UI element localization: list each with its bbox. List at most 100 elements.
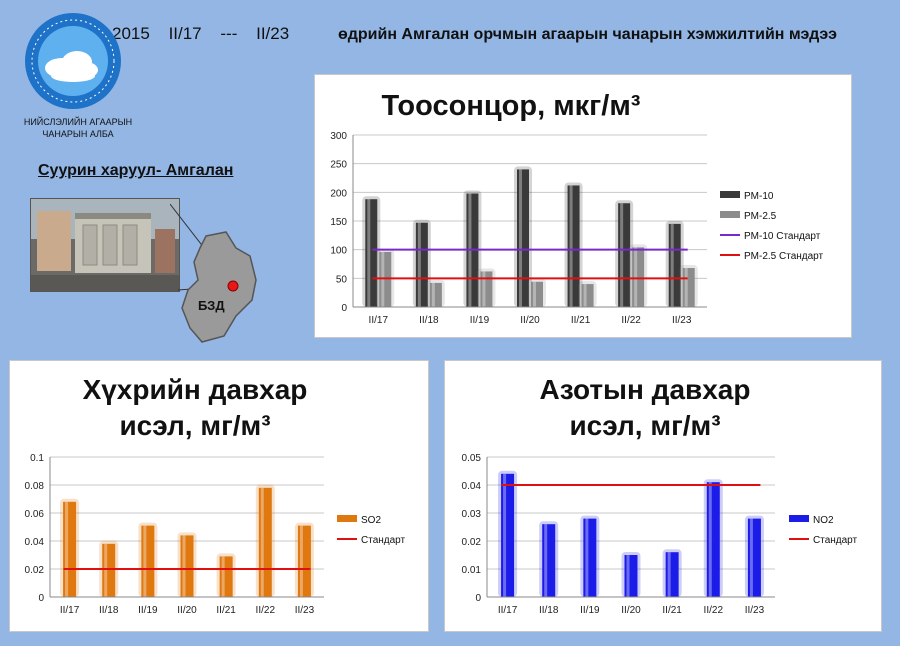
bar-NO2	[706, 482, 720, 597]
no2-chart: Азотын давхар исэл, мг/м³ 0 0.01 0.02 0.03 0.0…	[462, 374, 858, 616]
bar-highlight	[585, 518, 589, 597]
chart-title: Хүхрийн давхар	[83, 374, 308, 405]
x-tick-label: II/22	[621, 315, 641, 326]
org-line-1: НИЙСЛЭЛИЙН АГААРЫН	[23, 117, 133, 127]
y-tick-label: 0.01	[462, 565, 482, 576]
bar-NO2	[624, 555, 638, 597]
bar-NO2	[501, 473, 515, 597]
bar-highlight	[431, 282, 435, 307]
bar-PM-10	[517, 169, 529, 307]
bar-highlight	[367, 199, 371, 307]
legend-label: PM-10	[744, 191, 774, 202]
x-tick-label: II/19	[580, 605, 600, 616]
so2-chart-panel: Хүхрийн давхар исэл, мг/м³ 0 0.02 0.04 0.06 0.…	[9, 360, 429, 632]
y-tick-label: 200	[330, 188, 347, 199]
bar-PM-10	[567, 185, 580, 307]
x-tick-label: II/23	[672, 315, 692, 326]
bar-highlight	[65, 501, 69, 597]
bar-NO2	[583, 518, 597, 597]
x-tick-label: II/18	[539, 605, 559, 616]
chart-title: исэл, мг/м³	[119, 410, 270, 441]
x-tick-label: II/22	[704, 605, 724, 616]
report-header: 2015 II/17 --- II/23 өдрийн Амгалан орчм…	[112, 24, 851, 44]
district-map: БЗД	[170, 203, 257, 343]
header-year: 2015	[112, 24, 150, 43]
x-tick-label: II/20	[520, 315, 540, 326]
y-tick-label: 0.04	[462, 481, 482, 492]
district-label: БЗД	[198, 298, 225, 313]
bar-NO2	[747, 518, 761, 597]
legend-label: NO2	[813, 515, 834, 526]
chart-title: Азотын давхар	[540, 374, 751, 405]
organization-name: НИЙСЛЭЛИЙН АГААРЫН ЧАНАРЫН АЛБА	[8, 116, 148, 140]
x-tick-label: II/20	[621, 605, 641, 616]
bar-highlight	[182, 535, 186, 597]
chart-title: Тоосонцор, мкг/м³	[382, 90, 641, 122]
bar-PM-2.5	[682, 268, 695, 307]
bar-NO2	[542, 524, 556, 597]
header-date-from: II/17	[168, 24, 202, 43]
header-separator: ---	[220, 24, 238, 43]
legend-label: Стандарт	[361, 535, 406, 546]
bar-PM-10	[618, 203, 631, 307]
bar-highlight	[569, 185, 573, 307]
bar-PM-2.5	[632, 247, 645, 307]
header-date-to: II/23	[256, 24, 290, 43]
bar-PM-2.5	[379, 251, 392, 307]
y-tick-label: 0	[341, 303, 347, 314]
bar-highlight	[670, 223, 674, 307]
chart-title: исэл, мг/м³	[569, 410, 720, 441]
x-tick-label: II/22	[256, 605, 276, 616]
legend-swatch	[720, 211, 740, 218]
bar-highlight	[626, 555, 630, 597]
y-tick-label: 0.1	[30, 453, 44, 464]
bar-PM-10	[415, 222, 428, 307]
bar-highlight	[299, 525, 303, 597]
bar-PM-2.5	[480, 271, 493, 307]
y-tick-label: 300	[330, 131, 347, 142]
bar-NO2	[665, 552, 679, 597]
district-shape	[181, 231, 257, 343]
legend-swatch	[720, 191, 740, 198]
y-tick-label: 250	[330, 160, 347, 171]
bar-highlight	[544, 524, 548, 597]
bar-PM-2.5	[429, 282, 442, 307]
legend-label: PM-2.5	[744, 211, 777, 222]
legend-swatch	[789, 515, 809, 522]
bar-highlight	[260, 487, 264, 597]
bar-PM-10	[668, 223, 681, 307]
x-tick-label: II/23	[745, 605, 765, 616]
no2-chart-panel: Азотын давхар исэл, мг/м³ 0 0.01 0.02 0.03 0.0…	[444, 360, 882, 632]
x-tick-label: II/19	[470, 315, 490, 326]
bar-highlight	[104, 543, 108, 597]
dust-chart: Тоосонцор, мкг/м³ 0 50 100 150 200 250 300 II/17…	[330, 90, 823, 326]
bar-highlight	[417, 222, 421, 307]
y-tick-label: 0.04	[25, 537, 45, 548]
bar-PM-2.5	[531, 281, 543, 307]
y-tick-label: 0	[475, 593, 481, 604]
y-tick-label: 0.06	[25, 509, 45, 520]
legend-swatch	[337, 515, 357, 522]
station-photo	[30, 198, 180, 292]
station-label: Суурин харуул- Амгалан	[38, 162, 234, 179]
bar-highlight	[482, 271, 486, 307]
bar-SO2	[258, 487, 272, 597]
bar-PM-2.5	[581, 284, 594, 307]
x-tick-label: II/23	[295, 605, 315, 616]
bar-highlight	[620, 203, 624, 307]
bar-highlight	[381, 251, 385, 307]
bar-highlight	[749, 518, 753, 597]
legend-label: Стандарт	[813, 535, 858, 546]
y-tick-label: 0.05	[462, 453, 482, 464]
y-tick-label: 0.02	[25, 565, 45, 576]
org-line-2: ЧАНАРЫН АЛБА	[42, 129, 114, 139]
bar-highlight	[221, 556, 225, 597]
bar-highlight	[667, 552, 671, 597]
bar-highlight	[519, 169, 522, 307]
bar-highlight	[684, 268, 688, 307]
bar-highlight	[143, 525, 147, 597]
bar-SO2	[102, 543, 116, 597]
legend-label: PM-10 Стандарт	[744, 231, 821, 242]
so2-chart: Хүхрийн давхар исэл, мг/м³ 0 0.02 0.04 0.06 0.…	[25, 374, 406, 616]
station-marker	[227, 280, 239, 292]
